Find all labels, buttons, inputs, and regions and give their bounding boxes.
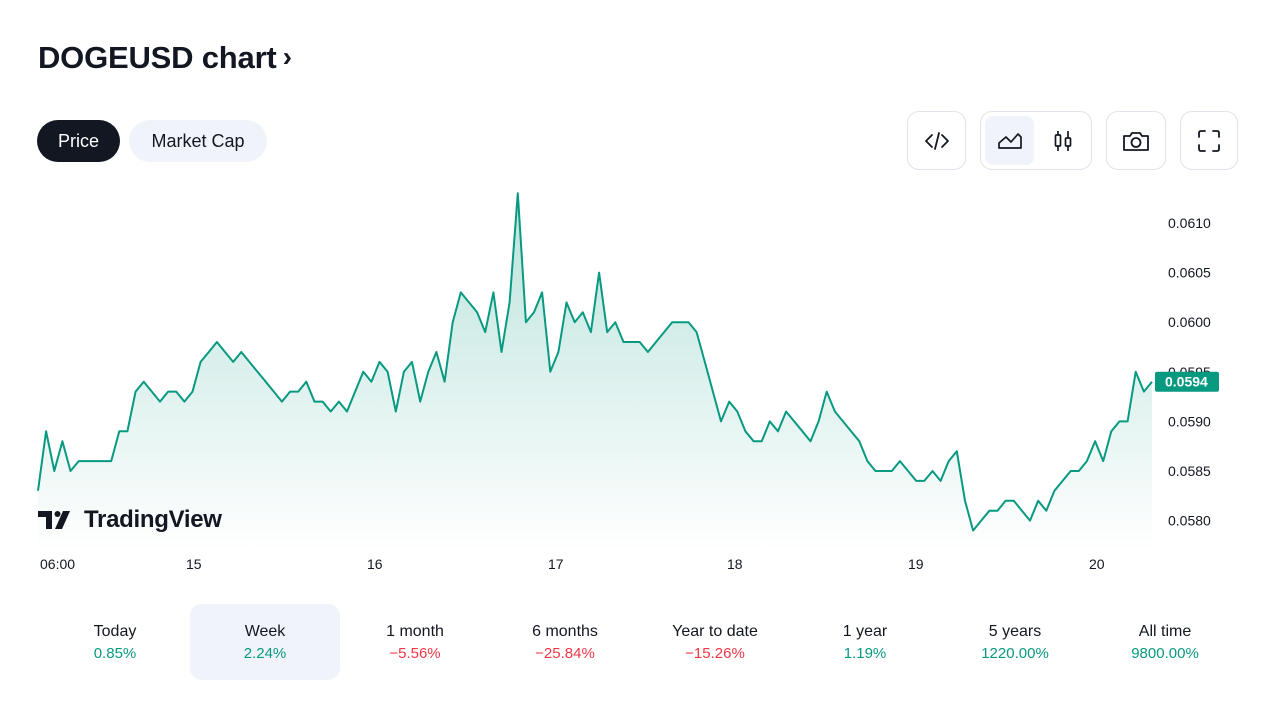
y-axis-tick-label: 0.0590 <box>1168 413 1211 429</box>
period-label: 1 year <box>842 622 888 640</box>
period-change: −25.84% <box>535 644 595 662</box>
price-line <box>37 192 1153 532</box>
period-label: All time <box>1138 622 1192 640</box>
code-icon <box>924 131 949 150</box>
page-title[interactable]: DOGEUSD chart › <box>38 40 292 76</box>
period-1-year[interactable]: 1 year 1.19% <box>790 604 940 680</box>
period-performance-row: Today 0.85% Week 2.24% 1 month −5.56% 6 … <box>40 604 1240 680</box>
tradingview-logo-icon <box>38 511 70 529</box>
period-label: 5 years <box>988 622 1042 640</box>
camera-icon <box>1123 131 1149 151</box>
fullscreen-icon <box>1198 129 1220 152</box>
tab-price-label: Price <box>57 130 99 151</box>
candlestick-icon <box>1054 130 1071 151</box>
y-axis-tick-label: 0.0610 <box>1168 215 1211 231</box>
tab-market-cap[interactable]: Market Cap <box>129 120 267 162</box>
x-axis-tick-label: 19 <box>908 556 924 572</box>
period-label: Week <box>244 622 286 640</box>
period-5-years[interactable]: 5 years 1220.00% <box>940 604 1090 680</box>
period-today[interactable]: Today 0.85% <box>40 604 190 680</box>
period-label: Year to date <box>672 622 758 640</box>
x-axis-tick-label: 17 <box>548 556 564 572</box>
screenshot-button[interactable] <box>1106 111 1166 170</box>
period-all-time[interactable]: All time 9800.00% <box>1090 604 1240 680</box>
x-axis-tick-label: 06:00 <box>40 556 75 572</box>
tradingview-logo: TradingView <box>38 506 222 534</box>
candlestick-chart-button[interactable] <box>1038 116 1087 165</box>
period-1-month[interactable]: 1 month −5.56% <box>340 604 490 680</box>
symbol-title: DOGEUSD chart <box>38 40 277 75</box>
y-axis-tick-label: 0.0580 <box>1168 513 1211 529</box>
y-axis-tick-label: 0.0600 <box>1168 314 1211 330</box>
period-week[interactable]: Week 2.24% <box>190 604 340 680</box>
chart-style-group <box>980 111 1092 170</box>
y-axis-tick-label: 0.0585 <box>1168 463 1211 479</box>
x-axis-tick-label: 20 <box>1089 556 1105 572</box>
period-year-to-date[interactable]: Year to date −15.26% <box>640 604 790 680</box>
period-change: −15.26% <box>685 644 745 662</box>
chevron-right-icon: › <box>282 41 292 72</box>
area-chart-button[interactable] <box>985 116 1034 165</box>
embed-button[interactable] <box>907 111 966 170</box>
price-chart-svg: 0.06100.06050.06000.05950.05900.05850.05… <box>37 192 1219 572</box>
x-axis-tick-label: 16 <box>367 556 383 572</box>
last-price-label: 0.0594 <box>1165 374 1208 390</box>
period-change: 1.19% <box>843 644 887 662</box>
tab-price[interactable]: Price <box>37 120 120 162</box>
fullscreen-button[interactable] <box>1180 111 1238 170</box>
y-axis-tick-label: 0.0605 <box>1168 265 1211 281</box>
x-axis-tick-label: 15 <box>186 556 202 572</box>
x-axis-tick-label: 18 <box>727 556 743 572</box>
period-change: 9800.00% <box>1131 644 1199 662</box>
period-label: Today <box>93 622 137 640</box>
period-6-months[interactable]: 6 months −25.84% <box>490 604 640 680</box>
tradingview-logo-text: TradingView <box>84 506 222 533</box>
price-area-fill <box>38 193 1152 552</box>
period-change: −5.56% <box>389 644 441 662</box>
period-label: 6 months <box>532 622 598 640</box>
last-price-badge <box>1155 371 1219 392</box>
price-chart[interactable]: 0.06100.06050.06000.05950.05900.05850.05… <box>0 180 1280 580</box>
period-change: 2.24% <box>243 644 287 662</box>
period-change: 0.85% <box>93 644 137 662</box>
period-label: 1 month <box>386 622 444 640</box>
tab-market-cap-label: Market Cap <box>151 130 245 151</box>
period-change: 1220.00% <box>981 644 1049 662</box>
area-chart-icon <box>997 132 1022 149</box>
